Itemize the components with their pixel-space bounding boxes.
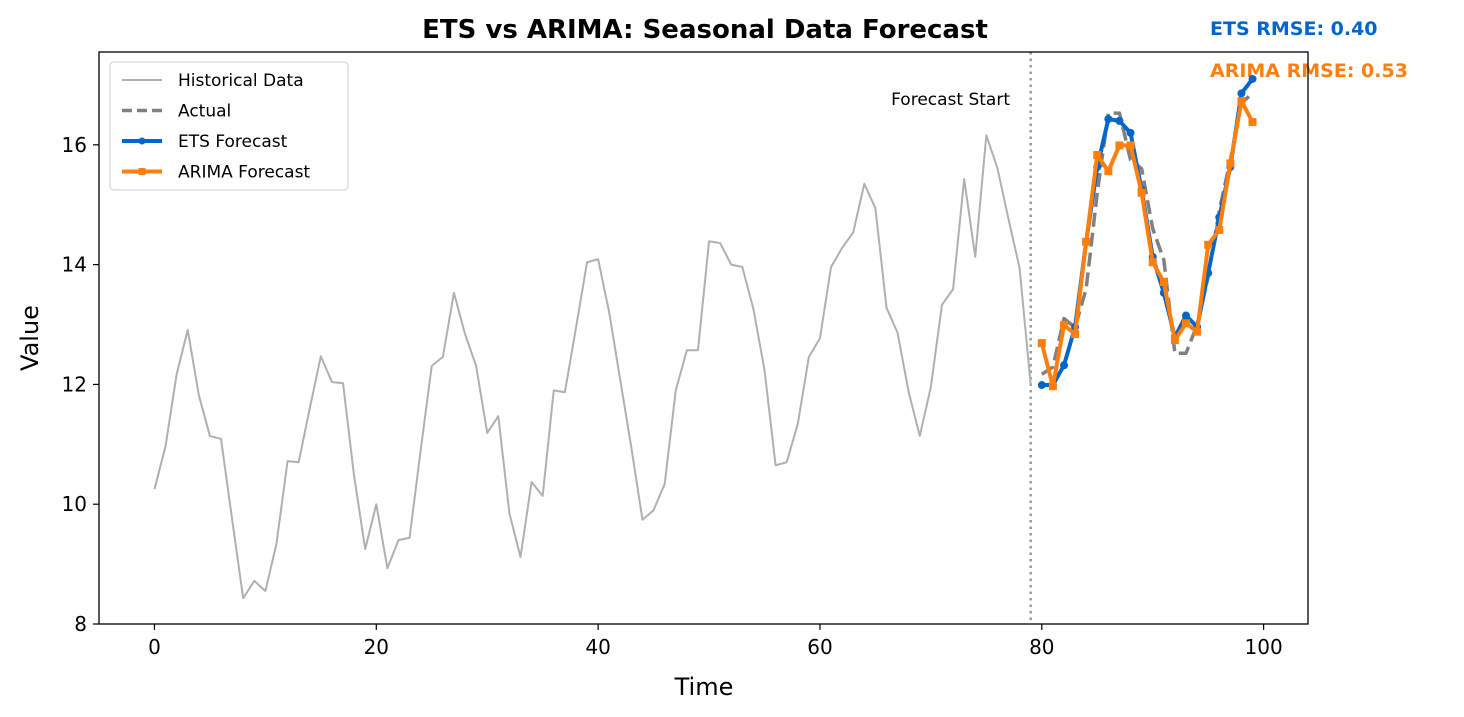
arima-forecast-point bbox=[1071, 330, 1080, 339]
arima-forecast-point bbox=[1115, 141, 1124, 150]
x-tick-label: 60 bbox=[807, 635, 832, 659]
x-tick-label: 100 bbox=[1245, 635, 1283, 659]
x-tick-label: 20 bbox=[364, 635, 389, 659]
x-tick-label: 80 bbox=[1029, 635, 1054, 659]
arima-forecast-point bbox=[1093, 151, 1102, 160]
ets-forecast-point bbox=[1115, 116, 1124, 125]
arima-forecast-point bbox=[1193, 327, 1202, 336]
chart-title: ETS vs ARIMA: Seasonal Data Forecast bbox=[422, 15, 988, 45]
ets-forecast-point bbox=[1037, 381, 1046, 390]
arima-forecast-point bbox=[1215, 225, 1224, 234]
plot-frame bbox=[98, 51, 1309, 625]
y-tick-label: 10 bbox=[62, 492, 87, 516]
ets-forecast-point bbox=[1237, 89, 1246, 98]
arima-forecast-point bbox=[1082, 237, 1091, 246]
arima-forecast-point bbox=[1248, 118, 1257, 127]
y-tick-label: 8 bbox=[74, 612, 87, 636]
forecast-start-label: Forecast Start bbox=[891, 90, 1010, 110]
arima-forecast-point bbox=[1137, 188, 1146, 197]
arima-forecast-point bbox=[1170, 336, 1179, 345]
legend-label-arima-forecast: ARIMA Forecast bbox=[178, 163, 310, 183]
y-tick-label: 12 bbox=[62, 372, 87, 396]
legend-label-ets-forecast: ETS Forecast bbox=[178, 132, 288, 152]
ets-forecast-point bbox=[1126, 128, 1135, 137]
legend: Historical Data Actual ETS Forecast ARIMA F… bbox=[109, 61, 349, 191]
arima-forecast-point bbox=[1059, 321, 1068, 330]
y-tick-label: 16 bbox=[62, 133, 87, 157]
x-tick-label: 0 bbox=[148, 635, 161, 659]
legend-label-actual: Actual bbox=[178, 102, 231, 122]
arima-forecast-point bbox=[1148, 258, 1157, 267]
y-tick-label: 14 bbox=[62, 253, 87, 277]
arima-forecast-point bbox=[1226, 159, 1235, 168]
arima-forecast-point bbox=[1159, 277, 1168, 286]
ets-forecast-point bbox=[1248, 74, 1257, 83]
legend-marker-arima-forecast bbox=[138, 168, 146, 175]
arima-forecast-point bbox=[1104, 167, 1113, 176]
arima-rmse-annotation: ARIMA RMSE: 0.53 bbox=[1210, 60, 1408, 82]
legend-label-historical-data: Historical Data bbox=[178, 71, 304, 91]
x-axis-label: Time bbox=[674, 673, 734, 701]
ets-forecast-point bbox=[1104, 115, 1113, 124]
legend-box bbox=[109, 61, 349, 191]
x-tick-label: 40 bbox=[585, 635, 610, 659]
legend-marker-ets-forecast bbox=[138, 137, 146, 145]
ets-rmse-annotation: ETS RMSE: 0.40 bbox=[1210, 18, 1378, 40]
arima-forecast-point bbox=[1204, 240, 1213, 249]
axis-ticks: 0 20 40 60 80 100 8 10 12 14 16 bbox=[62, 133, 1283, 659]
arima-forecast-line bbox=[1039, 99, 1255, 389]
arima-forecast-point bbox=[1037, 339, 1046, 348]
arima-forecast-point bbox=[1126, 141, 1135, 150]
ets-forecast-point bbox=[1059, 361, 1068, 370]
arima-forecast-point bbox=[1237, 97, 1246, 106]
plot-area bbox=[153, 52, 1257, 624]
arima-forecast-point bbox=[1181, 319, 1190, 328]
ets-forecast-point bbox=[1181, 311, 1190, 320]
arima-forecast-point bbox=[1048, 382, 1057, 391]
y-axis-label: Value bbox=[16, 305, 44, 371]
historical-data-line bbox=[153, 134, 1032, 600]
